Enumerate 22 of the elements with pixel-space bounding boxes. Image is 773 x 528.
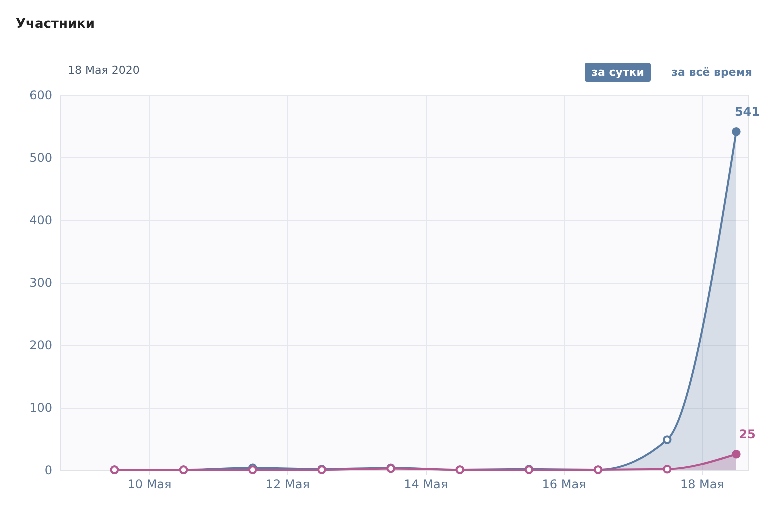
x-tick-label: 12 Мая bbox=[266, 478, 310, 492]
y-tick-label: 500 bbox=[30, 151, 52, 165]
data-label: 541 bbox=[734, 104, 760, 119]
y-tick-label: 200 bbox=[30, 338, 52, 352]
x-tick-label: 14 Мая bbox=[404, 478, 448, 492]
y-tick-label: 400 bbox=[30, 214, 52, 228]
point bbox=[732, 450, 741, 459]
y-tick-label: 600 bbox=[30, 88, 52, 102]
point bbox=[663, 465, 672, 474]
text: за сутки bbox=[592, 66, 644, 79]
y-tick-label: 0 bbox=[44, 464, 52, 478]
x-tick-label: 18 Мая bbox=[680, 478, 724, 492]
data-label: 25 bbox=[739, 427, 756, 442]
chart-title: Участники bbox=[16, 17, 95, 32]
text: 18 Мая 2020 bbox=[68, 64, 140, 77]
point bbox=[732, 128, 741, 136]
x-tick-label: 16 Мая bbox=[542, 478, 586, 492]
y-tick-label: 300 bbox=[30, 276, 52, 290]
text: за всё время bbox=[672, 66, 752, 79]
x-tick-label: 10 Мая bbox=[128, 478, 172, 492]
y-tick-label: 100 bbox=[30, 401, 52, 415]
point bbox=[663, 436, 672, 444]
